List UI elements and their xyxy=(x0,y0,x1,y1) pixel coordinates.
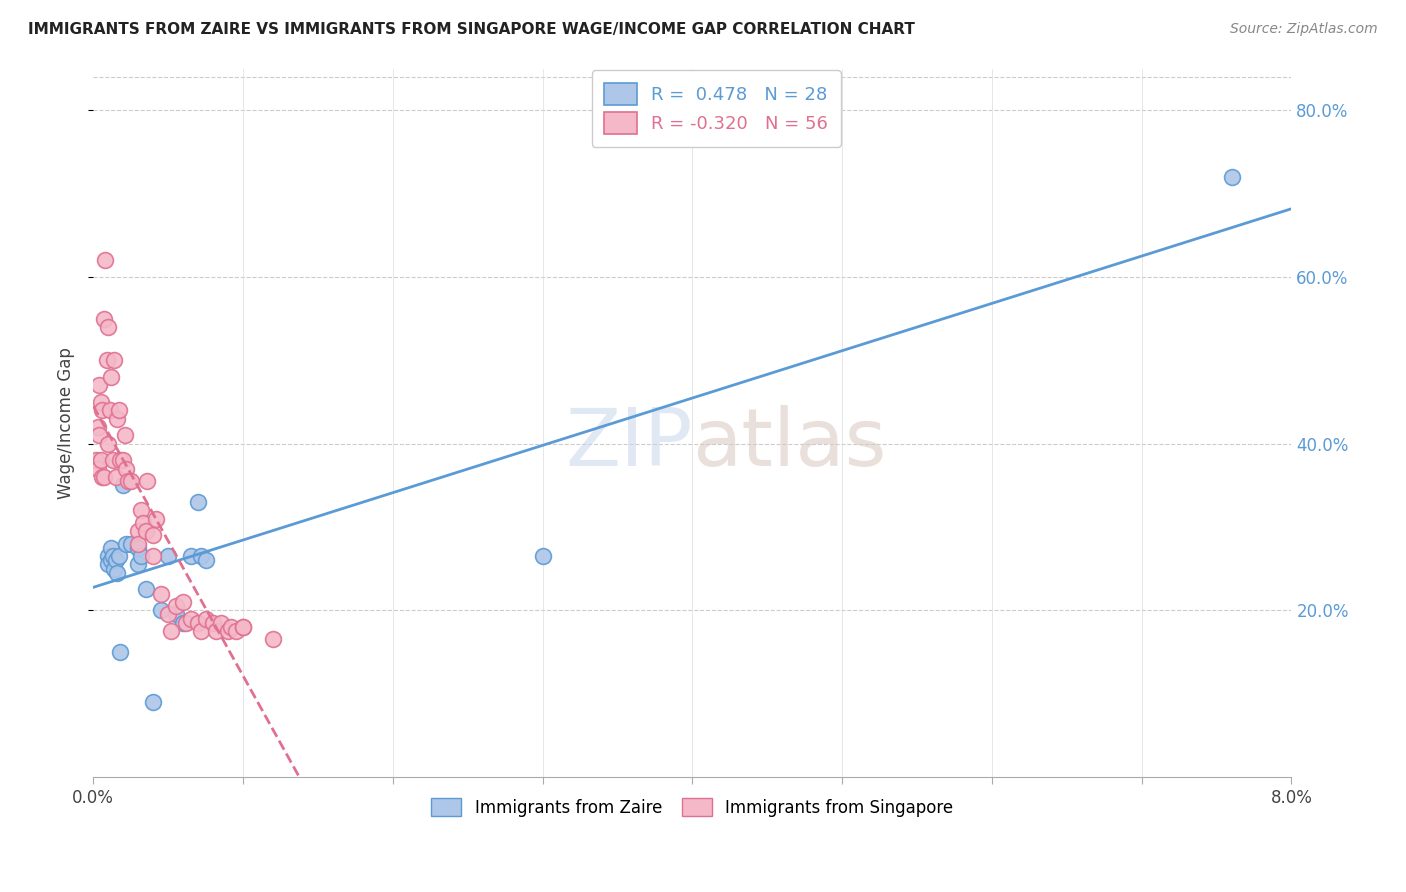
Point xyxy=(90,395,112,409)
Point xyxy=(97,319,120,334)
Point xyxy=(142,549,165,563)
Y-axis label: Wage/Income Gap: Wage/Income Gap xyxy=(58,347,75,499)
Point xyxy=(187,615,209,630)
Point xyxy=(87,420,110,434)
Point xyxy=(135,524,157,538)
Point xyxy=(190,549,212,563)
Point xyxy=(180,549,202,563)
Point xyxy=(97,549,120,563)
Point xyxy=(104,553,127,567)
Point xyxy=(165,607,187,622)
Point xyxy=(101,549,124,563)
Point xyxy=(107,403,129,417)
Point xyxy=(84,453,107,467)
Point xyxy=(531,549,554,563)
Point xyxy=(136,474,159,488)
Point xyxy=(96,353,118,368)
Point xyxy=(131,516,153,530)
Point xyxy=(120,474,142,488)
Point xyxy=(174,615,197,630)
Point xyxy=(114,428,136,442)
Point xyxy=(149,586,172,600)
Point xyxy=(127,558,149,572)
Point xyxy=(101,453,124,467)
Point xyxy=(129,549,152,563)
Point xyxy=(180,611,202,625)
Point xyxy=(104,470,127,484)
Point xyxy=(219,620,242,634)
Point xyxy=(142,528,165,542)
Point xyxy=(172,615,194,630)
Point xyxy=(90,453,112,467)
Point xyxy=(209,615,232,630)
Point xyxy=(149,603,172,617)
Point xyxy=(129,503,152,517)
Point xyxy=(87,461,110,475)
Point xyxy=(103,353,125,368)
Point xyxy=(105,411,128,425)
Point xyxy=(127,541,149,555)
Point xyxy=(100,553,122,567)
Point xyxy=(194,553,217,567)
Text: Source: ZipAtlas.com: Source: ZipAtlas.com xyxy=(1230,22,1378,37)
Point xyxy=(89,378,111,392)
Point xyxy=(202,615,225,630)
Point xyxy=(232,620,254,634)
Point xyxy=(135,582,157,597)
Point xyxy=(97,558,120,572)
Point xyxy=(91,403,114,417)
Point xyxy=(157,607,180,622)
Point xyxy=(262,632,284,647)
Point xyxy=(94,253,117,268)
Point xyxy=(120,536,142,550)
Point xyxy=(112,453,135,467)
Text: atlas: atlas xyxy=(692,405,887,483)
Point xyxy=(93,470,115,484)
Point xyxy=(97,436,120,450)
Point xyxy=(142,695,165,709)
Point xyxy=(103,561,125,575)
Point xyxy=(105,566,128,580)
Point xyxy=(112,478,135,492)
Point xyxy=(107,549,129,563)
Point xyxy=(127,536,149,550)
Point xyxy=(190,624,212,638)
Point xyxy=(100,541,122,555)
Point xyxy=(89,428,111,442)
Point xyxy=(93,311,115,326)
Point xyxy=(172,595,194,609)
Point xyxy=(157,549,180,563)
Text: ZIP: ZIP xyxy=(565,405,692,483)
Point xyxy=(115,536,138,550)
Point xyxy=(1220,169,1243,184)
Point xyxy=(115,461,138,475)
Point xyxy=(217,624,239,638)
Point xyxy=(98,403,121,417)
Point xyxy=(232,620,254,634)
Point xyxy=(194,611,217,625)
Point xyxy=(145,511,167,525)
Point xyxy=(108,453,131,467)
Point xyxy=(91,470,114,484)
Point xyxy=(225,624,247,638)
Point xyxy=(117,474,139,488)
Point xyxy=(108,645,131,659)
Legend: Immigrants from Zaire, Immigrants from Singapore: Immigrants from Zaire, Immigrants from S… xyxy=(423,790,962,825)
Point xyxy=(127,524,149,538)
Point xyxy=(205,624,228,638)
Point xyxy=(165,599,187,613)
Point xyxy=(187,495,209,509)
Point xyxy=(160,624,183,638)
Point xyxy=(100,369,122,384)
Text: IMMIGRANTS FROM ZAIRE VS IMMIGRANTS FROM SINGAPORE WAGE/INCOME GAP CORRELATION C: IMMIGRANTS FROM ZAIRE VS IMMIGRANTS FROM… xyxy=(28,22,915,37)
